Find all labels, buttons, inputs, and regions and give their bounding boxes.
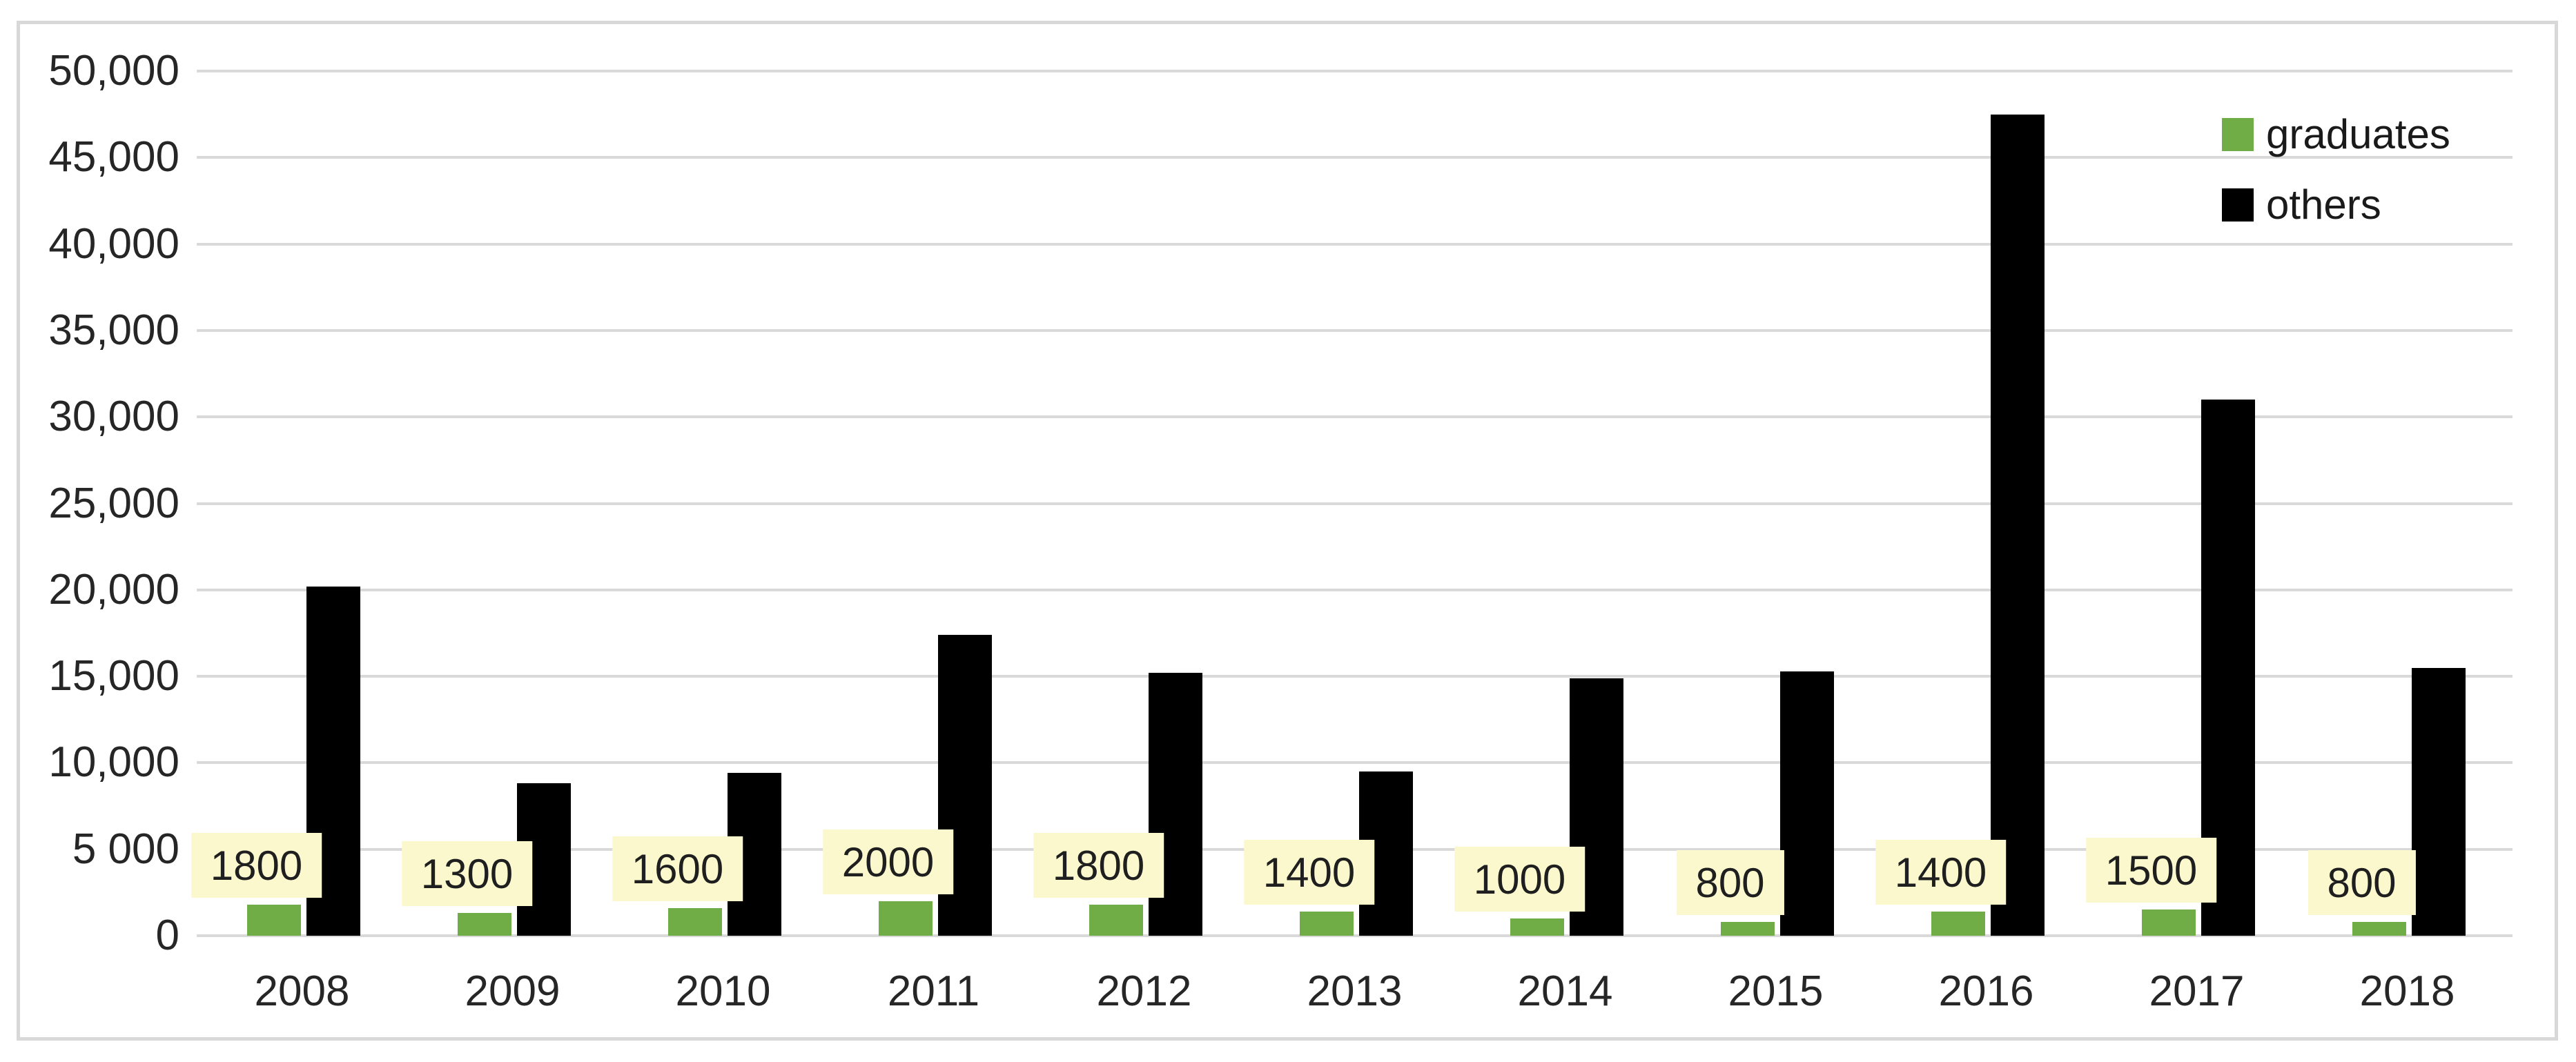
x-axis-label-2017: 2017 xyxy=(2149,967,2245,1015)
graduates-data-label-2018: 800 xyxy=(2307,849,2416,915)
x-axis-label-2015: 2015 xyxy=(1728,967,1824,1015)
y-gridline xyxy=(197,934,2512,937)
x-axis-label-2014: 2014 xyxy=(1517,967,1613,1015)
y-gridline xyxy=(197,761,2512,765)
legend: graduates others xyxy=(2222,107,2450,248)
y-gridline xyxy=(197,70,2512,72)
legend-label-others: others xyxy=(2266,181,2381,228)
y-axis-tick-label: 20,000 xyxy=(48,565,179,613)
graduates-data-label-2014: 1000 xyxy=(1454,846,1585,912)
x-axis-label-2011: 2011 xyxy=(887,967,980,1015)
legend-item-others: others xyxy=(2222,177,2450,233)
y-gridline xyxy=(197,588,2512,591)
graduates-bar-2015 xyxy=(1720,921,1775,936)
graduates-bar-2013 xyxy=(1299,911,1354,936)
chart-frame: 50,000 45,000 40,000 35,000 30,000 25,000 20,0… xyxy=(17,21,2558,1041)
y-axis-tick-label: 25,000 xyxy=(48,479,179,527)
others-bar-2018 xyxy=(2411,667,2466,936)
y-axis-tick-label: 5 000 xyxy=(72,825,179,873)
legend-item-graduates: graduates xyxy=(2222,107,2450,162)
graduates-bar-2009 xyxy=(457,913,511,936)
x-axis-label-2018: 2018 xyxy=(2359,967,2455,1015)
x-axis-label-2013: 2013 xyxy=(1307,967,1403,1015)
y-axis-tick-label: 30,000 xyxy=(48,393,179,441)
graduates-bar-2008 xyxy=(246,904,301,936)
graduates-bar-2016 xyxy=(1931,911,1985,936)
graduates-bar-2010 xyxy=(667,907,722,936)
x-axis-label-2009: 2009 xyxy=(465,967,560,1015)
graduates-data-label-2008: 1800 xyxy=(191,832,322,898)
graduates-data-label-2016: 1400 xyxy=(1875,839,2007,905)
y-axis-tick-label: 50,000 xyxy=(48,47,179,95)
graduates-data-label-2011: 2000 xyxy=(822,829,954,894)
x-axis-label-2010: 2010 xyxy=(675,967,771,1015)
y-axis-tick-label: 0 xyxy=(155,912,179,959)
y-gridline xyxy=(197,675,2512,678)
graduates-data-label-2009: 1300 xyxy=(401,841,533,907)
y-axis-tick-label: 15,000 xyxy=(48,652,179,700)
graduates-data-label-2017: 1500 xyxy=(2085,838,2217,903)
legend-swatch-others-icon xyxy=(2222,188,2254,222)
x-axis-label-2012: 2012 xyxy=(1096,967,1192,1015)
graduates-data-label-2013: 1400 xyxy=(1243,839,1375,905)
y-axis-tick-label: 35,000 xyxy=(48,306,179,354)
graduates-bar-2011 xyxy=(878,901,933,936)
graduates-data-label-2015: 800 xyxy=(1676,849,1784,915)
y-axis-tick-label: 45,000 xyxy=(48,133,179,181)
y-axis-tick-label: 40,000 xyxy=(48,219,179,268)
graduates-bar-2012 xyxy=(1089,904,1143,936)
graduates-bar-2014 xyxy=(1510,918,1564,936)
y-axis-tick-label: 10,000 xyxy=(48,738,179,787)
legend-swatch-graduates-icon xyxy=(2222,118,2254,151)
y-gridline xyxy=(197,415,2512,419)
x-axis-label-2008: 2008 xyxy=(254,967,350,1015)
y-gridline xyxy=(197,156,2512,159)
graduates-data-label-2012: 1800 xyxy=(1033,832,1164,898)
legend-label-graduates: graduates xyxy=(2266,111,2450,157)
others-bar-2016 xyxy=(1990,114,2045,936)
x-axis-label-2016: 2016 xyxy=(1938,967,2034,1015)
others-bar-2015 xyxy=(1779,671,1834,936)
y-gridline xyxy=(197,502,2512,505)
y-gridline xyxy=(197,328,2512,332)
y-gridline xyxy=(197,242,2512,246)
graduates-data-label-2010: 1600 xyxy=(612,836,743,901)
graduates-bar-2017 xyxy=(2141,909,2196,936)
graduates-bar-2018 xyxy=(2352,921,2406,936)
